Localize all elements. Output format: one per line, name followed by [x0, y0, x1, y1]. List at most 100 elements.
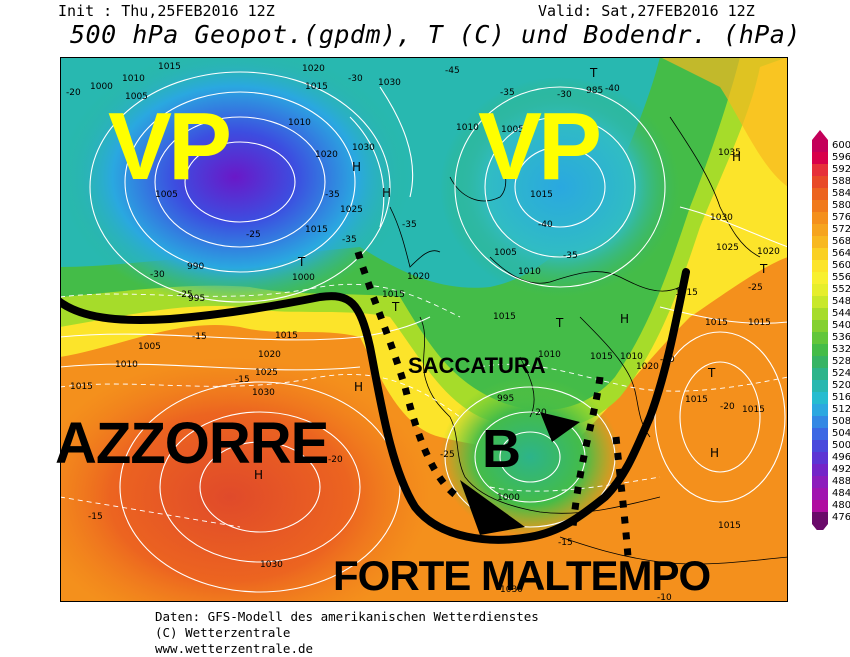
pressure-labels: 1015 1000 1005 1010 1020 1030 1015 1010 … — [70, 62, 780, 595]
scale-label: 476 — [832, 512, 850, 523]
high-marker: H — [710, 446, 719, 460]
map-title: 500 hPa Geopot.(gpdm), T (C) und Bodendr… — [70, 20, 801, 49]
low-marker: T — [391, 300, 400, 314]
data-source-text: Daten: GFS-Modell des amerikanischen Wet… — [155, 609, 539, 624]
svg-text:1005: 1005 — [494, 248, 517, 258]
svg-text:1005: 1005 — [125, 92, 148, 102]
scale-swatch — [812, 464, 828, 476]
scale-swatch — [812, 488, 828, 500]
svg-text:1015: 1015 — [70, 382, 93, 392]
svg-text:1030: 1030 — [500, 585, 523, 595]
scale-label: 524 — [832, 368, 850, 379]
svg-text:-35: -35 — [500, 88, 515, 98]
svg-text:1015: 1015 — [718, 521, 741, 531]
weather-map: 1015 1000 1005 1010 1020 1030 1015 1010 … — [60, 57, 788, 602]
scale-label: 520 — [832, 380, 850, 391]
svg-text:1025: 1025 — [255, 368, 278, 378]
svg-text:-35: -35 — [342, 235, 357, 245]
scale-label: 532 — [832, 344, 850, 355]
scale-label: 540 — [832, 320, 850, 331]
azores-label: AZZORRE — [55, 411, 329, 476]
svg-text:-25: -25 — [246, 230, 261, 240]
scale-label: 560 — [832, 260, 850, 271]
svg-text:1035: 1035 — [718, 148, 741, 158]
scale-label: 492 — [832, 464, 850, 475]
scale-swatch — [812, 308, 828, 320]
scale-label: 500 — [832, 440, 850, 451]
svg-text:-25: -25 — [178, 290, 193, 300]
website-link[interactable]: www.wetterzentrale.de — [155, 641, 314, 656]
scale-bottom-arrow — [812, 524, 828, 530]
high-marker: H — [352, 160, 361, 174]
svg-text:1015: 1015 — [158, 62, 181, 72]
scale-label: 484 — [832, 488, 850, 499]
scale-label: 504 — [832, 428, 850, 439]
scale-swatch — [812, 344, 828, 356]
svg-text:1020: 1020 — [258, 350, 281, 360]
scale-swatch — [812, 152, 828, 164]
svg-text:-15: -15 — [235, 375, 250, 385]
scale-swatch — [812, 284, 828, 296]
svg-text:-45: -45 — [445, 66, 460, 76]
scale-label: 564 — [832, 248, 850, 259]
scale-label: 568 — [832, 236, 850, 247]
scale-swatch — [812, 200, 828, 212]
low-marker: T — [707, 366, 716, 380]
scale-label: 592 — [832, 164, 850, 175]
polar-vortex-label-west: VP — [108, 93, 232, 200]
svg-text:1015: 1015 — [275, 331, 298, 341]
svg-text:-15: -15 — [88, 512, 103, 522]
svg-text:-35: -35 — [325, 190, 340, 200]
scale-label: 480 — [832, 500, 850, 511]
svg-text:1020: 1020 — [302, 64, 325, 74]
svg-text:-30: -30 — [348, 74, 363, 84]
scale-swatch — [812, 392, 828, 404]
svg-text:1010: 1010 — [456, 123, 479, 133]
trough-axes — [354, 250, 632, 558]
scale-label: 488 — [832, 476, 850, 487]
trough-label: SACCATURA — [408, 353, 546, 378]
svg-text:1015: 1015 — [305, 225, 328, 235]
cutoff-low-core — [440, 377, 620, 537]
scale-swatch — [812, 500, 828, 512]
svg-text:1010: 1010 — [122, 74, 145, 84]
svg-text:1015: 1015 — [685, 395, 708, 405]
scale-swatch — [812, 140, 828, 152]
svg-text:1015: 1015 — [742, 405, 765, 415]
polar-vortex-east — [440, 77, 680, 297]
svg-text:1015: 1015 — [590, 352, 613, 362]
scale-swatch — [812, 320, 828, 332]
polar-vortex-label-east: VP — [478, 93, 602, 200]
svg-text:990: 990 — [187, 262, 204, 272]
color-scale — [812, 130, 828, 530]
scale-swatch — [812, 512, 828, 524]
svg-text:-40: -40 — [605, 84, 620, 94]
jet-stream-line — [60, 268, 690, 544]
high-marker: H — [382, 186, 391, 200]
svg-text:-25: -25 — [440, 450, 455, 460]
svg-text:-15: -15 — [192, 332, 207, 342]
svg-text:1000: 1000 — [292, 273, 315, 283]
svg-text:1015: 1015 — [305, 82, 328, 92]
svg-text:1030: 1030 — [260, 560, 283, 570]
low-marker: T — [555, 316, 564, 330]
low-center-label: B — [482, 419, 521, 479]
svg-text:1005: 1005 — [501, 125, 524, 135]
scale-swatch — [812, 356, 828, 368]
svg-text:1020: 1020 — [315, 150, 338, 160]
svg-text:1020: 1020 — [757, 247, 780, 257]
svg-text:1015: 1015 — [382, 290, 405, 300]
scale-swatch — [812, 368, 828, 380]
scale-swatch — [812, 260, 828, 272]
scale-swatch — [812, 416, 828, 428]
svg-text:1015: 1015 — [530, 190, 553, 200]
svg-text:1015: 1015 — [748, 318, 771, 328]
scale-label: 496 — [832, 452, 850, 463]
svg-text:-20: -20 — [66, 88, 81, 98]
scale-label: 572 — [832, 224, 850, 235]
svg-text:1005: 1005 — [138, 342, 161, 352]
pressure-centers: H H H H H H H T T T T T T — [254, 66, 768, 482]
svg-text:1000: 1000 — [497, 493, 520, 503]
arrow-southeast — [460, 480, 525, 535]
scale-label: 536 — [832, 332, 850, 343]
